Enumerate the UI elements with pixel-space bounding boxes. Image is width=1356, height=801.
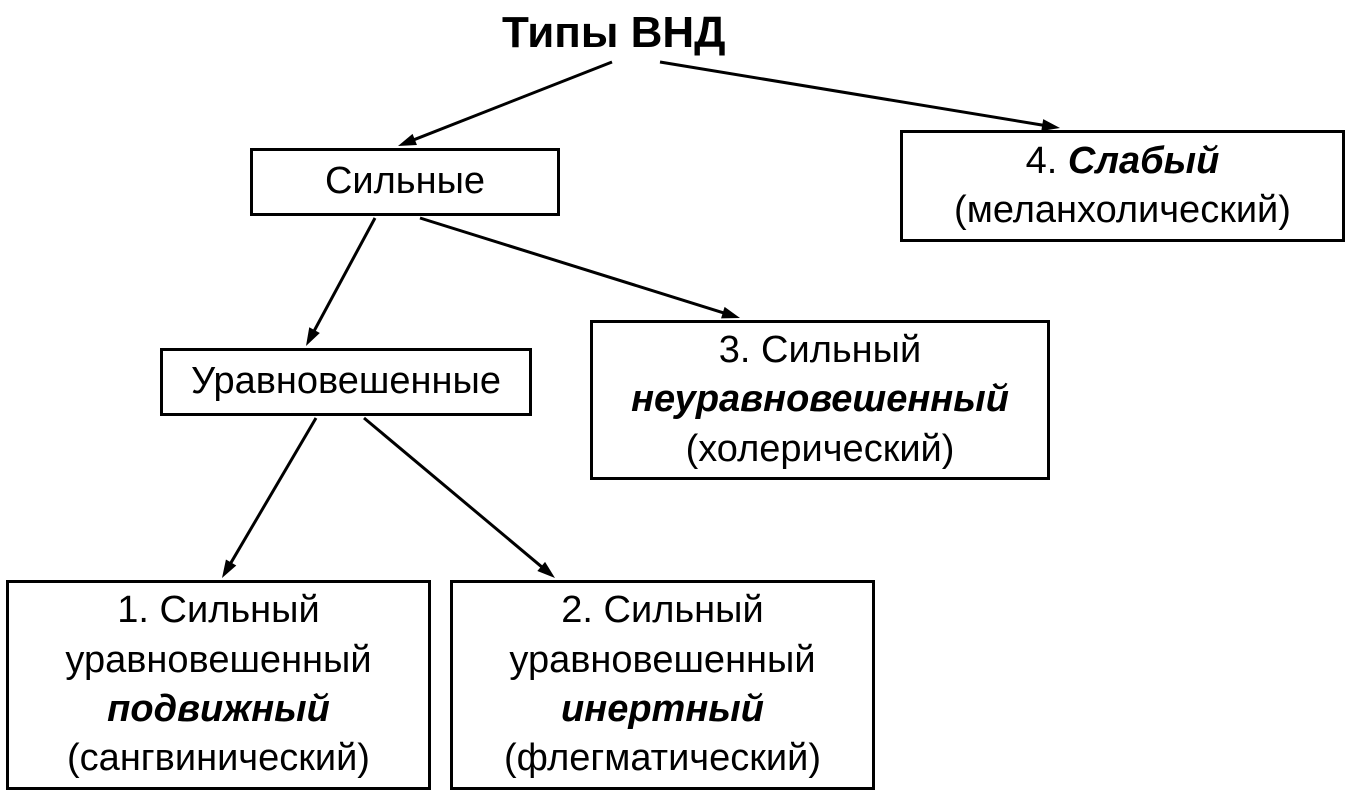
node-unbalanced-bold: неуравновешенный	[631, 375, 1009, 424]
diagram-title: Типы ВНД	[502, 8, 726, 58]
node-mobile-prefix: 1. Сильный	[117, 586, 319, 635]
node-mobile-bold: подвижный	[107, 685, 330, 734]
node-weak-paren: (меланхолический)	[954, 186, 1291, 235]
node-weak: 4. Слабый (меланхолический)	[900, 130, 1345, 242]
node-inert-prefix: 2. Сильный	[561, 586, 763, 635]
node-inert-paren: (флегматический)	[504, 734, 821, 783]
node-mobile-paren: (сангвинический)	[67, 734, 370, 783]
node-unbalanced-paren: (холерический)	[686, 425, 955, 474]
node-mobile: 1. Сильный уравновешенный подвижный (сан…	[6, 580, 431, 790]
node-balanced: Уравновешенные	[160, 348, 532, 416]
node-inert-bold: инертный	[561, 685, 764, 734]
node-unbalanced: 3. Сильный неуравновешенный (холерически…	[590, 320, 1050, 480]
node-balanced-label: Уравновешенные	[191, 357, 501, 406]
node-unbalanced-prefix: 3. Сильный	[719, 326, 921, 375]
node-weak-bold: Слабый	[1068, 140, 1219, 182]
node-inert: 2. Сильный уравновешенный инертный (флег…	[450, 580, 875, 790]
node-inert-mid: уравновешенный	[509, 636, 815, 685]
node-strong-label: Сильные	[325, 157, 485, 206]
node-strong: Сильные	[250, 148, 560, 216]
node-weak-prefix: 4.	[1026, 140, 1068, 182]
node-weak-line1: 4. Слабый	[1026, 137, 1220, 186]
node-mobile-mid: уравновешенный	[65, 636, 371, 685]
